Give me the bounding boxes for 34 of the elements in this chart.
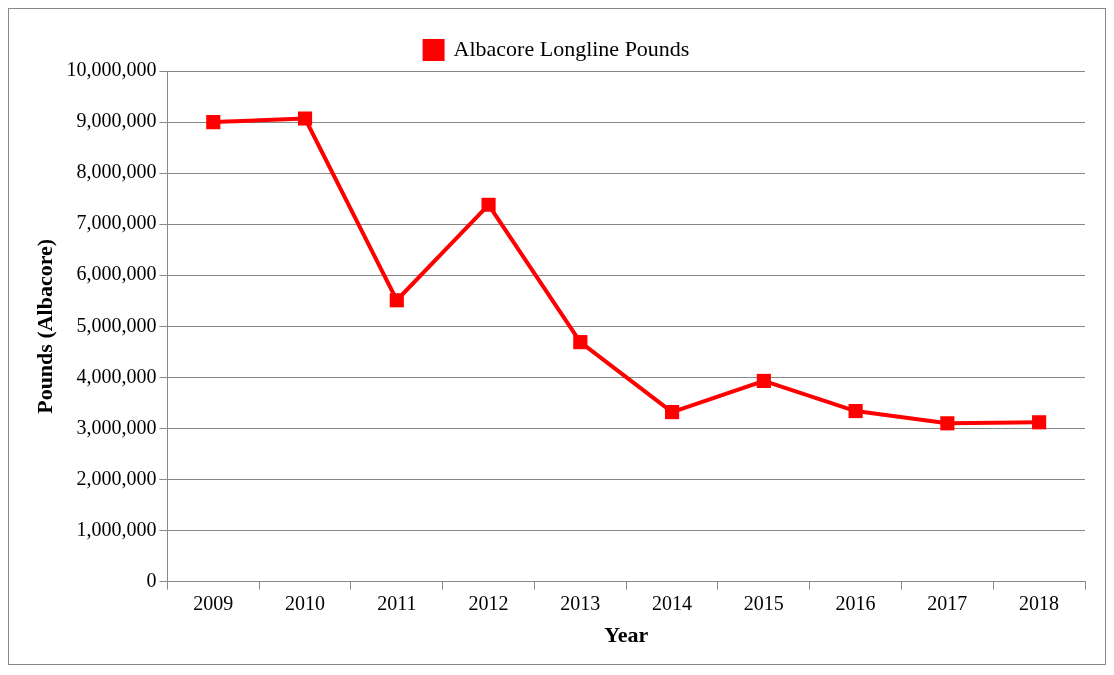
point: [481, 197, 496, 212]
legend-label: Albacore Longline Pounds: [453, 35, 690, 61]
y-tick-label: 9,000,000: [76, 109, 157, 132]
point: [573, 335, 588, 350]
x-tick-label: 2016: [835, 591, 876, 614]
x-tick-label: 2012: [468, 591, 509, 614]
x-tick-label: 2013: [560, 591, 601, 614]
point: [940, 416, 955, 431]
x-tick-label: 2009: [193, 591, 234, 614]
point: [206, 114, 221, 130]
point: [848, 403, 863, 419]
point: [756, 373, 771, 389]
y-tick-label: 10,000,000: [66, 58, 157, 81]
x-axis-title: Year: [604, 622, 649, 648]
x-tick-label: 2010: [285, 591, 326, 614]
x-tick-label: 2015: [743, 591, 784, 614]
y-tick-label: 1,000,000: [76, 517, 157, 540]
y-tick-label: 0: [146, 568, 157, 591]
point: [297, 111, 313, 126]
y-tick-label: 3,000,000: [76, 415, 157, 438]
y-tick-label: 4,000,000: [76, 364, 157, 387]
y-tick-label: 7,000,000: [76, 211, 157, 234]
y-axis-title: Pounds (Albacore): [31, 238, 57, 414]
y-tick-label: 6,000,000: [76, 262, 157, 285]
y-tick-label: 8,000,000: [76, 160, 157, 183]
point: [1032, 415, 1047, 430]
x-tick-label: 2011: [377, 591, 417, 614]
x-tick-label: 2017: [927, 591, 968, 614]
point: [665, 405, 680, 420]
x-tick-label: 2014: [652, 591, 693, 614]
y-tick-label: 5,000,000: [76, 313, 157, 336]
y-tick-label: 2,000,000: [76, 466, 157, 489]
point: [389, 293, 404, 308]
x-tick-label: 2018: [1019, 591, 1060, 614]
